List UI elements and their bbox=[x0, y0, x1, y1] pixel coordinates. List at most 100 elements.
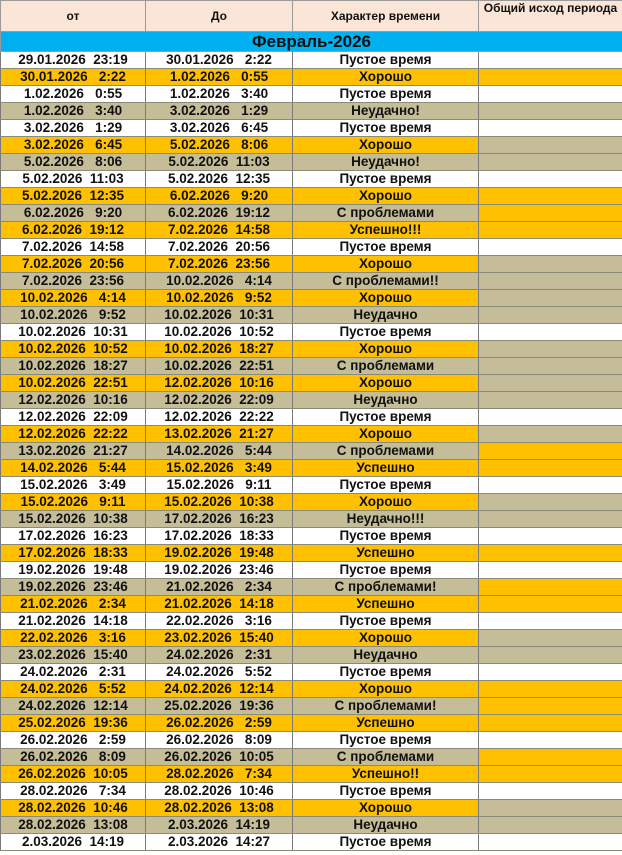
cell-outcome bbox=[478, 731, 622, 749]
cell-type: Пустое время bbox=[292, 833, 479, 851]
table-row: 1.02.2026 0:55 1.02.2026 3:40 Пустое время bbox=[0, 85, 622, 103]
cell-to: 26.02.2026 8:09 bbox=[145, 731, 293, 749]
cell-type: Успешно bbox=[292, 714, 479, 732]
cell-to: 15.02.2026 3:49 bbox=[145, 459, 293, 477]
cell-from: 6.02.2026 19:12 bbox=[0, 221, 146, 239]
cell-outcome bbox=[478, 816, 622, 834]
cell-type: С проблемами! bbox=[292, 697, 479, 715]
table-row: 30.01.2026 2:22 1.02.2026 0:55 Хорошо bbox=[0, 68, 622, 86]
cell-to: 21.02.2026 14:18 bbox=[145, 595, 293, 613]
cell-outcome bbox=[478, 391, 622, 409]
cell-outcome bbox=[478, 782, 622, 800]
cell-outcome bbox=[478, 459, 622, 477]
cell-to: 24.02.2026 12:14 bbox=[145, 680, 293, 698]
cell-outcome bbox=[478, 697, 622, 715]
cell-type: Хорошо bbox=[292, 425, 479, 443]
cell-outcome bbox=[478, 680, 622, 698]
cell-from: 30.01.2026 2:22 bbox=[0, 68, 146, 86]
table-row: 7.02.2026 23:56 10.02.2026 4:14 С проблема… bbox=[0, 272, 622, 290]
cell-type: Неудачно! bbox=[292, 153, 479, 171]
table-row: 24.02.2026 12:14 25.02.2026 19:36 С пробле… bbox=[0, 697, 622, 715]
cell-to: 17.02.2026 16:23 bbox=[145, 510, 293, 528]
header-outcome: Общий исход периода bbox=[478, 0, 622, 32]
cell-to: 15.02.2026 9:11 bbox=[145, 476, 293, 494]
table-row: 14.02.2026 5:44 15.02.2026 3:49 Успешно bbox=[0, 459, 622, 477]
cell-to: 12.02.2026 22:09 bbox=[145, 391, 293, 409]
cell-outcome bbox=[478, 272, 622, 290]
cell-type: С проблемами bbox=[292, 357, 479, 375]
cell-from: 5.02.2026 11:03 bbox=[0, 170, 146, 188]
cell-to: 5.02.2026 8:06 bbox=[145, 136, 293, 154]
table-row: 1.02.2026 3:40 3.02.2026 1:29 Неудачно! bbox=[0, 102, 622, 120]
cell-to: 21.02.2026 2:34 bbox=[145, 578, 293, 596]
cell-from: 21.02.2026 14:18 bbox=[0, 612, 146, 630]
cell-from: 26.02.2026 2:59 bbox=[0, 731, 146, 749]
cell-from: 15.02.2026 9:11 bbox=[0, 493, 146, 511]
cell-to: 10.02.2026 4:14 bbox=[145, 272, 293, 290]
table-row: 15.02.2026 3:49 15.02.2026 9:11 Пустое вре… bbox=[0, 476, 622, 494]
table-row: 7.02.2026 20:56 7.02.2026 23:56 Хорошо bbox=[0, 255, 622, 273]
cell-outcome bbox=[478, 289, 622, 307]
cell-outcome bbox=[478, 51, 622, 69]
cell-to: 26.02.2026 10:05 bbox=[145, 748, 293, 766]
cell-outcome bbox=[478, 255, 622, 273]
table-row: 6.02.2026 9:20 6.02.2026 19:12 С проблемам… bbox=[0, 204, 622, 222]
cell-to: 2.03.2026 14:27 bbox=[145, 833, 293, 851]
cell-type: С проблемами!! bbox=[292, 272, 479, 290]
cell-from: 28.02.2026 13:08 bbox=[0, 816, 146, 834]
cell-type: С проблемами bbox=[292, 204, 479, 222]
cell-outcome bbox=[478, 663, 622, 681]
cell-from: 10.02.2026 9:52 bbox=[0, 306, 146, 324]
cell-outcome bbox=[478, 340, 622, 358]
table-row: 19.02.2026 19:48 19.02.2026 23:46 Пустое в… bbox=[0, 561, 622, 579]
cell-type: Хорошо bbox=[292, 629, 479, 647]
cell-to: 6.02.2026 19:12 bbox=[145, 204, 293, 222]
cell-to: 10.02.2026 22:51 bbox=[145, 357, 293, 375]
cell-outcome bbox=[478, 765, 622, 783]
cell-to: 25.02.2026 19:36 bbox=[145, 697, 293, 715]
cell-outcome bbox=[478, 153, 622, 171]
table-row: 21.02.2026 2:34 21.02.2026 14:18 Успешно bbox=[0, 595, 622, 613]
cell-from: 14.02.2026 5:44 bbox=[0, 459, 146, 477]
cell-from: 10.02.2026 10:31 bbox=[0, 323, 146, 341]
table-row: 28.02.2026 10:46 28.02.2026 13:08 Хорошо bbox=[0, 799, 622, 817]
cell-from: 6.02.2026 9:20 bbox=[0, 204, 146, 222]
table-row: 26.02.2026 10:05 28.02.2026 7:34 Успешно!! bbox=[0, 765, 622, 783]
cell-type: Пустое время bbox=[292, 782, 479, 800]
cell-from: 28.02.2026 7:34 bbox=[0, 782, 146, 800]
cell-from: 12.02.2026 22:09 bbox=[0, 408, 146, 426]
cell-outcome bbox=[478, 187, 622, 205]
cell-type: Пустое время bbox=[292, 561, 479, 579]
cell-from: 5.02.2026 8:06 bbox=[0, 153, 146, 171]
cell-from: 10.02.2026 4:14 bbox=[0, 289, 146, 307]
cell-type: Хорошо bbox=[292, 68, 479, 86]
cell-type: Пустое время bbox=[292, 527, 479, 545]
table-body: 29.01.2026 23:19 30.01.2026 2:22 Пустое вр… bbox=[0, 51, 622, 851]
table-row: 5.02.2026 8:06 5.02.2026 11:03 Неудачно! bbox=[0, 153, 622, 171]
cell-from: 25.02.2026 19:36 bbox=[0, 714, 146, 732]
cell-from: 15.02.2026 3:49 bbox=[0, 476, 146, 494]
table-row: 17.02.2026 16:23 17.02.2026 18:33 Пустое в… bbox=[0, 527, 622, 545]
cell-outcome bbox=[478, 544, 622, 562]
table-row: 5.02.2026 11:03 5.02.2026 12:35 Пустое вре… bbox=[0, 170, 622, 188]
cell-type: С проблемами! bbox=[292, 578, 479, 596]
cell-to: 10.02.2026 10:52 bbox=[145, 323, 293, 341]
cell-to: 6.02.2026 9:20 bbox=[145, 187, 293, 205]
cell-type: С проблемами bbox=[292, 748, 479, 766]
cell-to: 12.02.2026 10:16 bbox=[145, 374, 293, 392]
cell-outcome bbox=[478, 102, 622, 120]
cell-type: Хорошо bbox=[292, 799, 479, 817]
cell-to: 3.02.2026 1:29 bbox=[145, 102, 293, 120]
cell-from: 29.01.2026 23:19 bbox=[0, 51, 146, 69]
month-band-row: Февраль-2026 bbox=[0, 31, 622, 52]
cell-type: Пустое время bbox=[292, 238, 479, 256]
table-row: 29.01.2026 23:19 30.01.2026 2:22 Пустое вр… bbox=[0, 51, 622, 69]
cell-outcome bbox=[478, 119, 622, 137]
cell-from: 2.03.2026 14:19 bbox=[0, 833, 146, 851]
header-from: от bbox=[0, 0, 146, 32]
cell-outcome bbox=[478, 204, 622, 222]
cell-from: 3.02.2026 6:45 bbox=[0, 136, 146, 154]
cell-type: Пустое время bbox=[292, 323, 479, 341]
cell-type: Пустое время bbox=[292, 663, 479, 681]
table-row: 5.02.2026 12:35 6.02.2026 9:20 Хорошо bbox=[0, 187, 622, 205]
